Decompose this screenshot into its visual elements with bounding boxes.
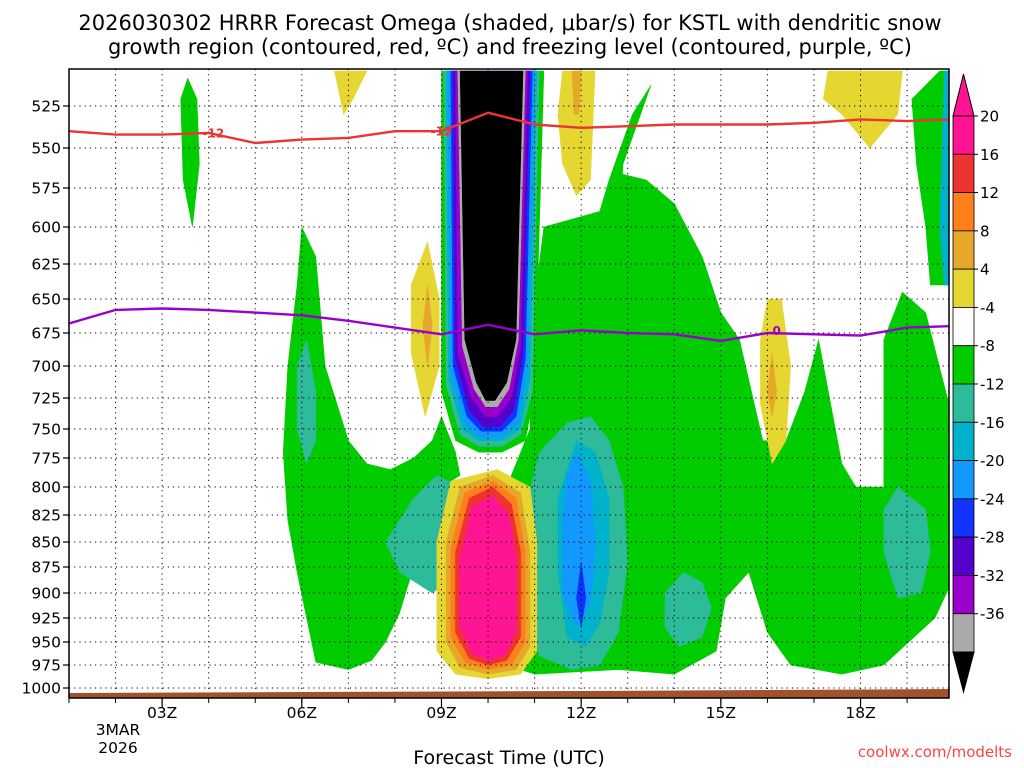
omega-region-35 bbox=[459, 70, 524, 401]
freezing-level-0-line bbox=[69, 307, 949, 343]
colorbar-segment-4 bbox=[952, 268, 975, 308]
omega-region-13 bbox=[939, 70, 949, 286]
colorbar-label-11: -28 bbox=[980, 529, 1005, 547]
y-tick-label-950: 950 bbox=[31, 634, 61, 652]
colorbar-label-1: 16 bbox=[980, 146, 999, 164]
x-tick-label-09Z: 09Z bbox=[426, 704, 456, 722]
omega-region-21 bbox=[334, 70, 368, 115]
colorbar-segment-10 bbox=[952, 498, 975, 538]
colorbar-label-10: -24 bbox=[980, 490, 1005, 508]
y-tick-label-775: 775 bbox=[31, 450, 61, 468]
dgz-minus-12-line bbox=[69, 111, 949, 145]
colorbar-segment-13 bbox=[952, 613, 975, 653]
plot-frame bbox=[68, 68, 950, 699]
y-tick-label-550: 550 bbox=[31, 140, 61, 158]
colorbar-segment-6 bbox=[952, 345, 975, 385]
omega-region-26 bbox=[459, 495, 517, 661]
y-tick-label-750: 750 bbox=[31, 421, 61, 439]
omega-region-3 bbox=[911, 70, 949, 286]
x-axis-date-line-1: 3MAR bbox=[96, 721, 141, 739]
colorbar-label-12: -32 bbox=[980, 567, 1005, 585]
y-tick-label-675: 675 bbox=[31, 325, 61, 343]
colorbar-label-7: -12 bbox=[980, 376, 1005, 394]
y-tick-label-875: 875 bbox=[31, 559, 61, 577]
y-tick-label-600: 600 bbox=[31, 219, 61, 237]
dgz-minus-12-label-1: -12 bbox=[431, 125, 453, 139]
y-tick-label-825: 825 bbox=[31, 507, 61, 525]
colorbar-bottom-arrow bbox=[952, 651, 975, 694]
colorbar: 20 16 12 8 4 -4 -8 -12 -16 -20 -24 -28 -32 -36 bbox=[952, 73, 1005, 694]
omega-region-18 bbox=[557, 70, 596, 197]
colorbar-segment-5 bbox=[952, 307, 975, 347]
y-tick-label-1000: 1000 bbox=[22, 680, 61, 698]
x-tick-label-15Z: 15Z bbox=[706, 704, 736, 722]
omega-region-2 bbox=[534, 84, 652, 453]
x-tick-label-03Z: 03Z bbox=[147, 704, 177, 722]
omega-region-17 bbox=[767, 352, 777, 417]
x-axis-label: Forecast Time (UTC) bbox=[413, 747, 604, 768]
y-tick-label-700: 700 bbox=[31, 358, 61, 376]
y-tick-label-975: 975 bbox=[31, 657, 61, 675]
y-tick-label-625: 625 bbox=[31, 256, 61, 274]
y-tick-label-925: 925 bbox=[31, 610, 61, 628]
y-tick-label-800: 800 bbox=[31, 479, 61, 497]
credit-text: coolwx.com/modelts bbox=[858, 743, 1012, 761]
omega-region-4 bbox=[180, 77, 200, 228]
y-tick-label-725: 725 bbox=[31, 390, 61, 408]
chart-title-line-2: growth region (contoured, red, ºC) and f… bbox=[108, 35, 912, 59]
y-tick-label-650: 650 bbox=[31, 291, 61, 309]
colorbar-label-9: -20 bbox=[980, 452, 1005, 470]
y-tick-label-900: 900 bbox=[31, 585, 61, 603]
colorbar-segment-7 bbox=[952, 383, 975, 423]
colorbar-label-6: -8 bbox=[980, 337, 995, 355]
colorbar-label-13: -36 bbox=[980, 605, 1005, 623]
ground-strip bbox=[69, 689, 949, 698]
freezing-level-0-label-0: 0 bbox=[773, 324, 781, 338]
omega-region-15 bbox=[422, 284, 433, 367]
contour-lines: -12 -12 0 bbox=[69, 111, 949, 343]
gridlines bbox=[69, 69, 949, 698]
x-tick-label-06Z: 06Z bbox=[287, 704, 317, 722]
colorbar-label-8: -16 bbox=[980, 414, 1005, 432]
colorbar-segment-12 bbox=[952, 575, 975, 615]
omega-region-19 bbox=[571, 70, 582, 115]
colorbar-segment-1 bbox=[952, 153, 975, 193]
y-tick-label-850: 850 bbox=[31, 534, 61, 552]
dgz-minus-12-label-0: -12 bbox=[202, 126, 224, 140]
colorbar-label-3: 8 bbox=[980, 222, 990, 240]
x-tick-label-18Z: 18Z bbox=[845, 704, 875, 722]
x-axis-date-line-2: 2026 bbox=[98, 739, 137, 757]
ground-fill bbox=[69, 689, 949, 698]
omega-region-11 bbox=[664, 571, 712, 647]
y-axis: 525 550 575 600 625 650 675 700 725 750 775 800 825 8… bbox=[22, 98, 69, 698]
colorbar-segment-2 bbox=[952, 192, 975, 232]
colorbar-label-0: 20 bbox=[980, 108, 999, 126]
y-tick-label-525: 525 bbox=[31, 98, 61, 116]
colorbar-top-arrow bbox=[952, 73, 975, 117]
colorbar-label-2: 12 bbox=[980, 184, 999, 202]
colorbar-segment-0 bbox=[952, 115, 975, 155]
x-axis: 03Z 06Z 09Z 12Z 15Z 18Z bbox=[68, 698, 908, 722]
colorbar-segment-9 bbox=[952, 460, 975, 500]
y-tick-label-575: 575 bbox=[31, 180, 61, 198]
colorbar-segment-11 bbox=[952, 536, 975, 576]
x-tick-label-12Z: 12Z bbox=[566, 704, 596, 722]
colorbar-label-4: 4 bbox=[980, 261, 990, 279]
colorbar-segment-3 bbox=[952, 230, 975, 270]
chart-title-line-1: 2026030302 HRRR Forecast Omega (shaded, … bbox=[78, 11, 941, 35]
plot-area: -12 -12 0 bbox=[69, 69, 949, 698]
colorbar-segment-8 bbox=[952, 421, 975, 461]
omega-shading bbox=[180, 70, 949, 680]
omega-region-7 bbox=[562, 451, 596, 628]
colorbar-label-5: -4 bbox=[980, 299, 995, 317]
